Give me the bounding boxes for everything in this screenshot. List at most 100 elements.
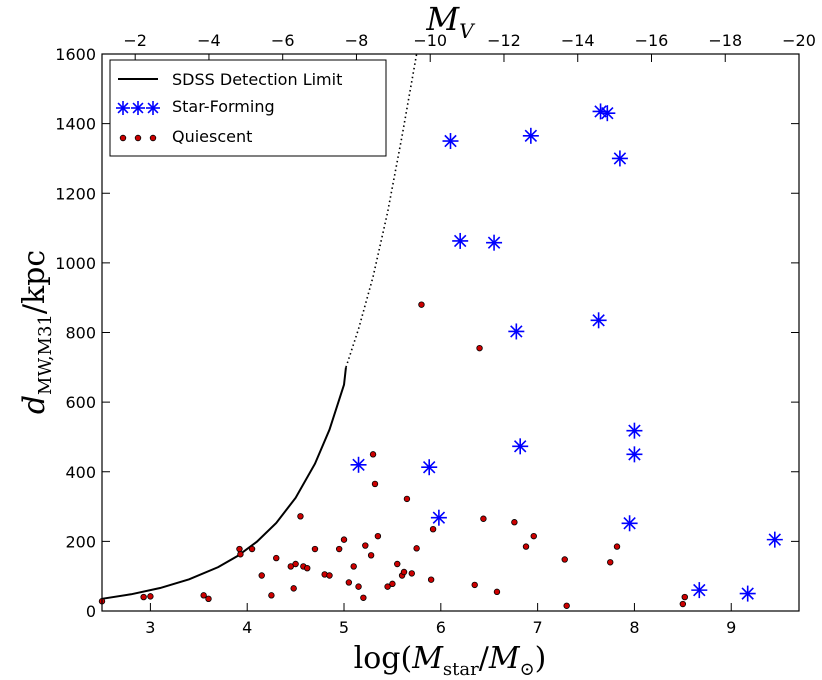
legend-label-star-forming: Star-Forming (172, 97, 275, 116)
quiescent-point (389, 580, 396, 588)
top-tick-label: −8 (345, 31, 369, 50)
top-tick-label: −20 (782, 31, 816, 50)
quiescent-point (304, 564, 311, 572)
y-tick-label: 1600 (55, 45, 96, 64)
quiescent-point (200, 592, 207, 599)
star-forming-point (739, 585, 756, 602)
star-forming-point (430, 509, 447, 526)
quiescent-point (290, 585, 297, 592)
quiescent-point (374, 532, 382, 540)
y-tick-label: 800 (65, 324, 96, 343)
legend-star-marker (131, 101, 145, 115)
top-tick-label: −14 (561, 31, 595, 50)
x-tick-label: 5 (339, 618, 349, 637)
x-tick-label: 3 (145, 618, 155, 637)
top-tick-label: −10 (413, 31, 447, 50)
legend-dot-swatch (119, 134, 157, 142)
quiescent-point (480, 515, 487, 522)
detection-limit-curve-dotted (345, 53, 418, 368)
quiescent-point (371, 480, 379, 488)
quiescent-point (522, 543, 530, 550)
quiescent-point (273, 554, 280, 562)
quiescent-point (367, 552, 375, 559)
legend-dot-marker (149, 134, 157, 142)
x-axis-title: log(Mstar/M⊙) (354, 641, 547, 680)
legend: SDSS Detection Limit Star-Forming Quiesc… (109, 59, 387, 157)
legend-label-sdss: SDSS Detection Limit (172, 70, 342, 89)
y-tick-label: 200 (65, 532, 96, 551)
quiescent-point (248, 545, 256, 553)
quiescent-point (326, 572, 333, 579)
y-tick-label: 1000 (55, 254, 96, 273)
quiescent-point (384, 583, 391, 590)
star-forming-point (442, 133, 459, 150)
curve-layer (101, 53, 418, 600)
quiescent-point (297, 513, 304, 520)
quiescent-point (335, 545, 343, 553)
quiescent-point (340, 536, 348, 543)
y-tick-label: 400 (65, 463, 96, 482)
quiescent-point (403, 495, 411, 503)
star-forming-point (508, 323, 525, 340)
y-tick-label: 600 (65, 393, 96, 412)
quiescent-point (345, 579, 353, 586)
quiescent-point (511, 519, 518, 526)
quiescent-point (311, 545, 319, 553)
star-forming-point (611, 150, 628, 167)
y-tick-label: 1200 (55, 184, 96, 203)
quiescent-point (140, 593, 147, 601)
star-forming-point (486, 234, 503, 251)
star-forming-point (350, 456, 367, 473)
quiescent-point (679, 600, 687, 608)
quiescent-point (493, 588, 501, 596)
legend-star-marker (146, 101, 160, 115)
quiescent-point (292, 560, 299, 568)
quiescent-point (400, 568, 408, 576)
quiescent-point (369, 451, 377, 458)
top-tick-label: −6 (271, 31, 295, 50)
x-tick-label: 7 (533, 618, 543, 637)
quiescent-point (350, 563, 357, 570)
quiescent-point (258, 572, 265, 579)
quiescent-point (360, 594, 367, 601)
star-forming-point (691, 582, 708, 599)
quiescent-point (268, 592, 275, 599)
star-forming-point (590, 312, 607, 329)
quiescent-point (476, 344, 483, 352)
star-forming-point (599, 105, 616, 122)
x-tick-label: 6 (436, 618, 446, 637)
quiescent-point (681, 593, 688, 601)
legend-star-swatch (116, 101, 160, 115)
quiescent-point (429, 525, 437, 533)
points-layer (98, 103, 783, 609)
star-forming-point (626, 422, 643, 439)
detection-limit-curve-solid (101, 367, 347, 600)
quiescent-point (418, 301, 425, 308)
quiescent-point (563, 602, 570, 609)
star-forming-point (512, 438, 529, 455)
legend-dot-marker (119, 134, 127, 142)
quiescent-point (427, 576, 435, 583)
top-tick-label: −12 (487, 31, 521, 50)
y-tick-label: 0 (86, 602, 96, 621)
quiescent-point (205, 595, 212, 603)
star-forming-point (766, 531, 783, 548)
x-tick-label: 9 (726, 618, 736, 637)
legend-label-quiescent: Quiescent (172, 127, 252, 146)
star-forming-point (522, 127, 539, 144)
top-axis-title: MV (425, 0, 476, 43)
legend-dot-marker (134, 134, 142, 142)
top-tick-label: −2 (123, 31, 147, 50)
quiescent-point (471, 581, 478, 589)
star-forming-point (452, 232, 469, 249)
quiescent-point (362, 542, 369, 549)
quiescent-point (413, 545, 420, 552)
quiescent-point (237, 551, 244, 558)
star-forming-point (621, 515, 638, 532)
x-tick-label: 8 (629, 618, 639, 637)
ticks-layer: 3 4 5 6 7 8 9 0 200 400 600 800 1000 1200 1400 1600 −2 −4… (55, 31, 816, 637)
star-forming-point (421, 459, 438, 476)
quiescent-point (408, 570, 415, 577)
quiescent-point (355, 583, 362, 590)
